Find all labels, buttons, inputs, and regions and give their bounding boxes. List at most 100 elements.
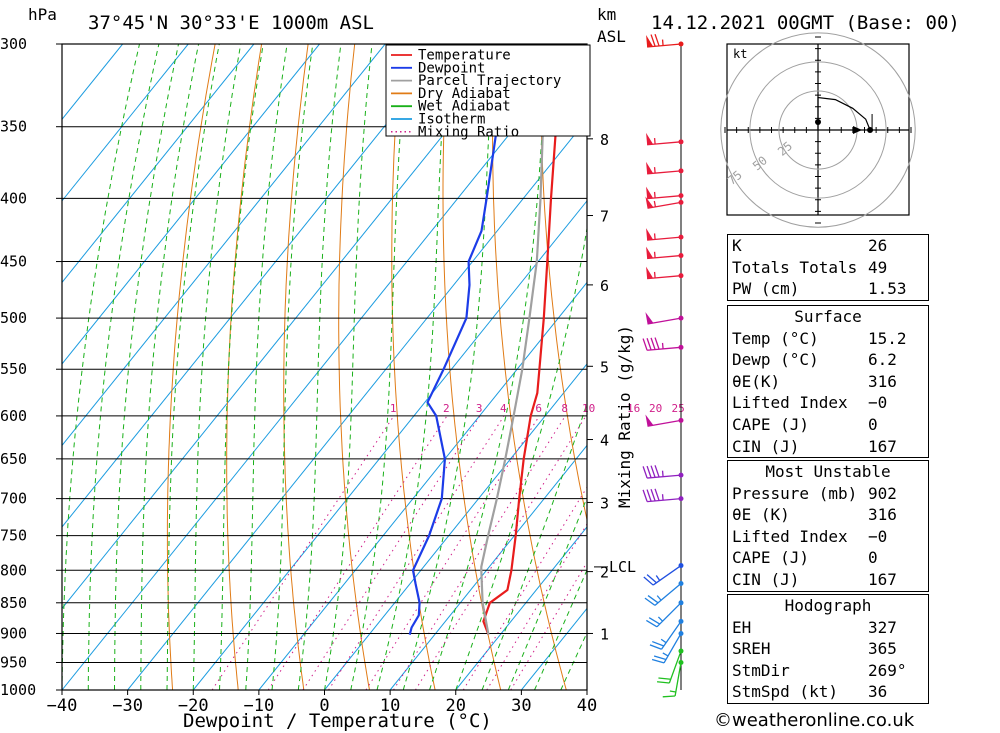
mixing-ratio-value-label: 20 — [649, 402, 662, 415]
row-value: 49 — [868, 257, 888, 277]
km-tick-label: 7 — [600, 208, 609, 226]
wind-barb — [646, 132, 684, 146]
wind-barb — [646, 228, 684, 241]
temperature-tick-label: −20 — [178, 696, 209, 716]
table-row: θE (K) 316 — [728, 504, 928, 526]
hodograph-unit-label: kt — [733, 47, 747, 61]
mixing-ratio-value-label: 1 — [390, 402, 397, 415]
row-label: Temp (°C) — [732, 328, 819, 348]
table-row: PW (cm) 1.53 — [728, 278, 928, 300]
hodograph-end-marker — [867, 127, 874, 133]
storm-motion-marker — [853, 126, 862, 134]
pressure-tick-label: 950 — [0, 653, 27, 671]
pressure-tick-label: 400 — [0, 189, 27, 207]
copyright-link[interactable]: ©weatheronline.co.uk — [714, 710, 915, 731]
temperature-tick-labels: −40 −30 −20 −10 0 10 20 30 40 — [47, 690, 597, 716]
row-value: 26 — [868, 236, 888, 255]
wind-barb — [645, 312, 684, 325]
wet-adiabat-line — [62, 44, 140, 690]
row-label: CIN (J) — [732, 569, 800, 589]
wet-adiabat-line — [534, 568, 587, 690]
mixing-ratio-value-label: 2 — [443, 402, 450, 415]
table-row: CIN (J) 167 — [728, 569, 928, 591]
row-value: 1.53 — [868, 279, 907, 299]
most-unstable-title: Most Unstable — [765, 462, 891, 481]
table-row: Pressure (mb) 902 — [728, 483, 928, 505]
pressure-tick-label: 300 — [0, 35, 27, 53]
table-row: Lifted Index −0 — [728, 526, 928, 548]
table-row: StmDir 269° — [728, 660, 928, 682]
wind-barb — [642, 465, 684, 479]
row-label: Totals Totals — [732, 257, 858, 277]
row-label: CIN (J) — [732, 436, 800, 456]
dry-adiabat-line — [956, 26, 1000, 690]
surface-title: Surface — [794, 307, 862, 326]
row-value: 269° — [868, 660, 907, 680]
plot-frame — [61, 43, 588, 691]
km-tick-label: 3 — [600, 494, 609, 512]
indices-table: K 26 Totals Totals 49 PW (cm) 1.53 — [727, 234, 929, 301]
dry-adiabat-line — [540, 44, 587, 523]
pressure-tick-label: 900 — [0, 624, 27, 642]
wet-adiabat-line — [350, 44, 408, 690]
x-axis-title: Dewpoint / Temperature (°C) — [183, 710, 492, 732]
isotherm-line — [62, 44, 386, 447]
table-row: K 26 — [728, 235, 928, 257]
table-row: θE(K) 316 — [728, 371, 928, 393]
pressure-tick-label: 350 — [0, 118, 27, 136]
asl-axis-label: ASL — [597, 27, 626, 46]
legend-entry-label: Mixing Ratio — [418, 124, 519, 140]
location-title: 37°45'N 30°33'E 1000m ASL — [88, 12, 374, 34]
row-label: θE(K) — [732, 371, 781, 391]
temperature-tick-label: 10 — [380, 696, 400, 716]
temperature-tick-label: 40 — [577, 696, 597, 716]
wind-barb — [646, 246, 684, 260]
pressure-tick-label: 450 — [0, 253, 27, 271]
hpa-axis-label: hPa — [28, 5, 57, 24]
hodograph-ring — [749, 61, 887, 199]
km-tick-label: 1 — [600, 625, 609, 643]
wet-adiabat-line — [192, 44, 242, 690]
table-row: Dewp (°C) 6.2 — [728, 349, 928, 371]
row-value: 316 — [868, 505, 897, 525]
isotherm-line — [62, 44, 320, 365]
mixing-ratio-line — [267, 415, 448, 690]
isotherm-line — [192, 200, 587, 690]
table-row: CIN (J) 167 — [728, 436, 928, 458]
km-tick-label: 2 — [600, 564, 609, 582]
wet-adiabat-line — [166, 44, 220, 690]
legend-entry-label: Dewpoint — [418, 60, 485, 76]
mixing-ratio-line — [328, 415, 505, 690]
isotherm-line — [389, 444, 587, 690]
table-row: Lifted Index −0 — [728, 392, 928, 414]
isotherm-line — [62, 44, 189, 202]
wind-barb — [646, 266, 684, 280]
row-value: 316 — [868, 371, 897, 391]
wind-barb — [646, 600, 684, 628]
temperature-tick-label: −10 — [244, 696, 275, 716]
wet-adiabat-line — [271, 44, 314, 690]
pressure-tick-labels: 300 350 400 450 500 550 600 650 700 750 800 850 900 9… — [0, 35, 36, 699]
datetime-title: 14.12.2021 00GMT (Base: 00) — [651, 12, 960, 34]
mixing-ratio-value-label: 8 — [561, 402, 568, 415]
legend-box — [385, 44, 591, 137]
row-label: Lifted Index — [732, 393, 848, 413]
isotherm-line — [324, 363, 587, 690]
table-row: EH 327 — [728, 617, 928, 639]
row-value: −0 — [868, 393, 888, 413]
legend-entry-label: Parcel Trajectory — [418, 73, 561, 89]
km-axis-label: km — [597, 5, 616, 24]
profile-lines — [408, 44, 564, 636]
mixing-ratio-line — [510, 561, 587, 690]
legend-entry-label: Dry Adiabat — [418, 86, 511, 102]
dry-adiabat-line — [226, 44, 263, 690]
row-value: −0 — [868, 526, 888, 546]
table-row: StmSpd (kt) 36 — [728, 681, 928, 703]
dewpoint-series-line — [408, 44, 509, 635]
pressure-tick-label: 700 — [0, 490, 27, 508]
wet-adiabat-line — [219, 44, 264, 690]
km-tick-label: 4 — [600, 432, 609, 450]
dry-adiabat-line — [492, 44, 567, 690]
